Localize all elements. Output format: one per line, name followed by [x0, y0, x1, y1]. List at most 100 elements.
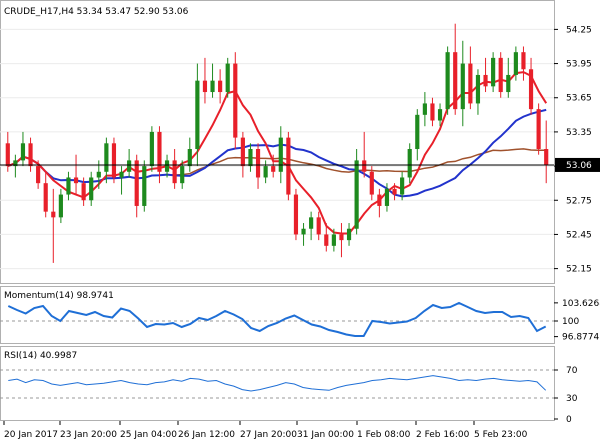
candle — [225, 57, 230, 98]
candle-body — [324, 234, 329, 246]
candle-body — [20, 143, 26, 161]
candle — [475, 69, 481, 115]
candle-body — [233, 63, 238, 138]
candle — [369, 166, 374, 201]
candle — [430, 97, 435, 127]
candle-body — [430, 103, 435, 121]
candle — [491, 52, 496, 93]
candle-body — [149, 131, 154, 167]
time-tick-label: 2 Feb 16:00 — [416, 430, 470, 440]
candle-body — [407, 149, 412, 178]
candle — [218, 69, 223, 104]
candle-body — [180, 166, 185, 184]
candle — [248, 143, 253, 172]
rsi-panel: RSI(14) 40.9987 — [0, 346, 555, 421]
candle — [346, 223, 352, 246]
ma-mid-line — [7, 108, 547, 198]
candle — [324, 223, 329, 252]
candle-body — [483, 74, 488, 87]
candle-body — [263, 166, 268, 178]
momentum-tick-label: 100 — [562, 317, 579, 327]
momentum-axis: 103.6268 100 96.8774 — [554, 299, 600, 343]
candle — [513, 46, 518, 81]
candle-body — [475, 74, 481, 104]
candle — [58, 188, 63, 224]
candle — [164, 154, 170, 178]
candle-body — [377, 194, 382, 206]
time-tick-label: 25 Jan 04:00 — [120, 430, 177, 440]
candle-body — [127, 160, 132, 172]
candle — [506, 57, 511, 98]
candle-body — [346, 228, 352, 241]
rsi-label: RSI(14) 40.9987 — [4, 351, 77, 361]
candle-body — [513, 52, 518, 75]
candle-body — [392, 188, 397, 195]
candle — [498, 52, 503, 98]
candle — [354, 149, 359, 235]
candle — [400, 171, 405, 201]
candle — [149, 126, 154, 172]
current-price-label: 53.06 — [566, 161, 592, 171]
candle — [301, 223, 306, 246]
candle — [453, 23, 458, 115]
candle-body — [468, 63, 473, 104]
candle-body — [544, 149, 549, 165]
price-tick-label: 52.15 — [566, 265, 592, 275]
candle — [28, 137, 33, 172]
candle — [119, 166, 124, 195]
candle — [483, 57, 488, 93]
candle-body — [240, 137, 245, 167]
candle — [142, 160, 147, 212]
price-tick-label: 53.65 — [566, 94, 592, 104]
time-tick-label: 5 Feb 23:00 — [474, 430, 528, 440]
candle — [51, 188, 56, 263]
candle — [202, 57, 208, 104]
candle-body — [271, 166, 276, 172]
candle-body — [13, 160, 18, 167]
candle-body — [111, 143, 117, 178]
candle-body — [521, 52, 526, 70]
price-axis: 54.2553.9553.6553.3553.0552.7552.4552.15… — [554, 25, 600, 275]
candle-body — [316, 217, 321, 235]
candle-body — [164, 160, 170, 172]
candle-body — [460, 63, 465, 110]
candle-body — [309, 217, 314, 229]
momentum-label: Momentum(14) 98.9741 — [4, 291, 114, 301]
candle-body — [415, 114, 420, 149]
candle-body — [202, 80, 208, 93]
candle — [13, 154, 18, 178]
candle-body — [36, 166, 41, 184]
candle — [89, 171, 94, 206]
candle — [316, 211, 321, 241]
candle — [240, 131, 245, 178]
momentum-panel: Momentum(14) 98.9741 — [0, 286, 555, 344]
candle-body — [278, 137, 283, 172]
price-tick-label: 53.35 — [566, 128, 592, 138]
candle-body — [528, 69, 534, 110]
candle-body — [301, 228, 306, 235]
candle-body — [195, 80, 200, 149]
candle — [384, 183, 390, 212]
candle — [278, 126, 283, 184]
momentum-tick-label: 96.8774 — [562, 333, 599, 343]
candle — [73, 154, 79, 195]
candle — [157, 126, 162, 184]
candle — [263, 160, 268, 184]
candle — [407, 143, 412, 184]
candle-body — [445, 52, 450, 110]
candle — [544, 120, 549, 184]
time-tick-label: 20 Jan 2017 — [4, 430, 58, 440]
rsi-tick-label: 0 — [566, 415, 572, 425]
momentum-tick-label: 103.6268 — [562, 299, 600, 309]
candle-body — [58, 194, 63, 218]
candle-body — [248, 149, 253, 167]
candle — [293, 188, 299, 241]
candle-body — [66, 177, 71, 195]
time-tick-label: 27 Jan 20:00 — [240, 430, 297, 440]
candle — [43, 171, 48, 218]
candle — [460, 40, 465, 127]
candle-body — [73, 177, 79, 184]
candle-body — [81, 183, 86, 201]
price-tick-label: 53.95 — [566, 60, 592, 70]
